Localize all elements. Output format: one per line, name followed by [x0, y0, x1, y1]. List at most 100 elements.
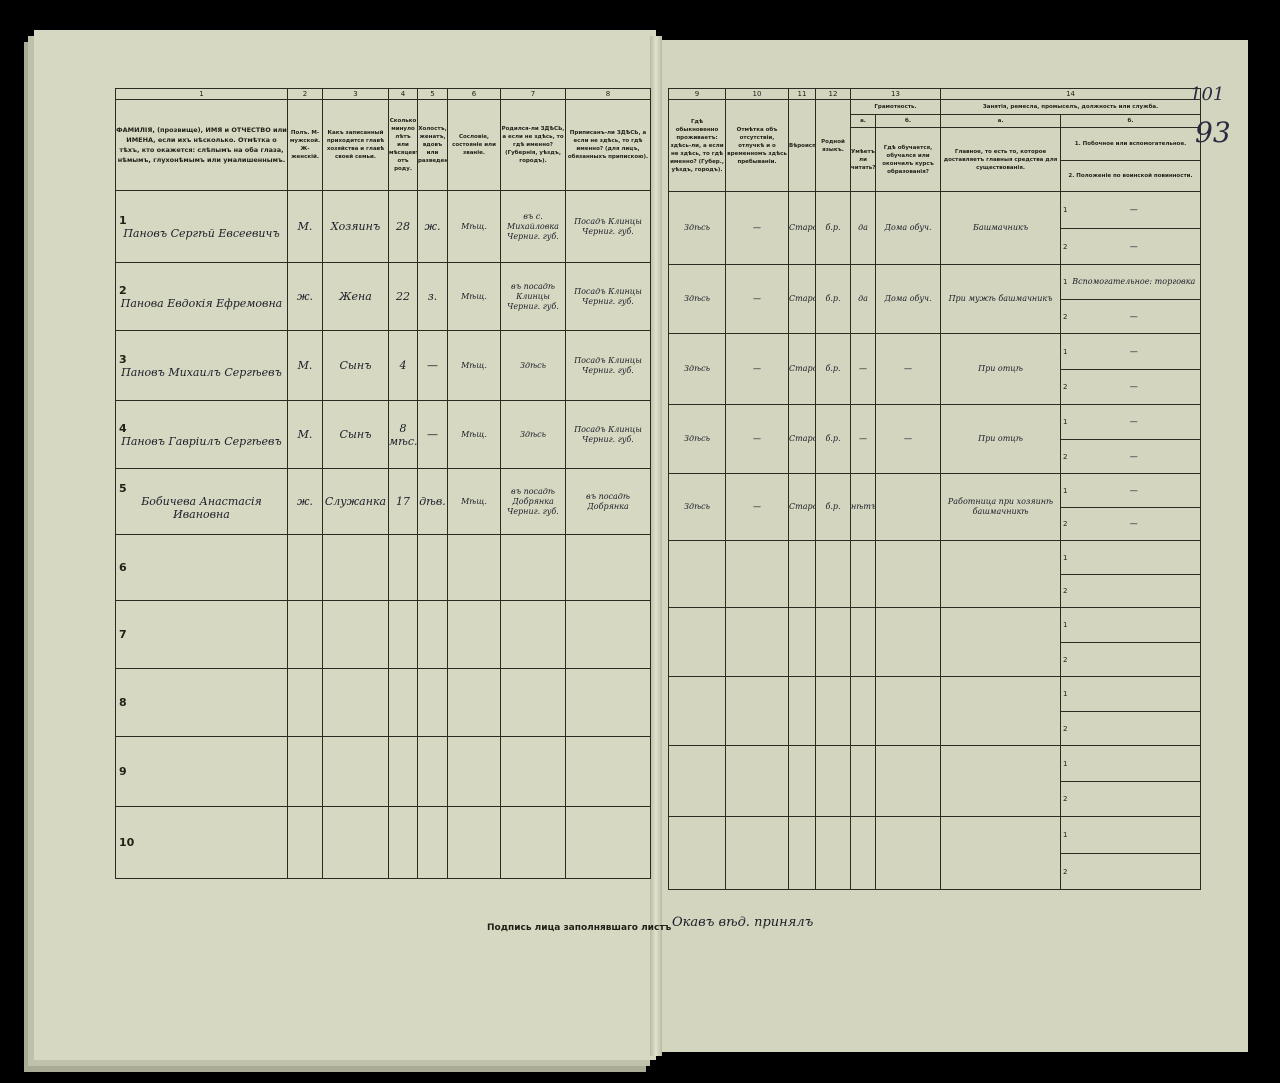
cell-registered: въ посадѣ Добрянка — [586, 491, 630, 511]
col-number: 13 — [849, 88, 942, 100]
cell-residence: Здѣсь — [684, 502, 710, 511]
header-can-read: Умѣетъ-ли читать? — [850, 127, 876, 192]
cell-literate: да — [858, 294, 868, 303]
cell-occupation: При отцѣ — [978, 364, 1023, 373]
column-header: Сословіе, состояніе или званіе. — [447, 99, 501, 191]
row-number: 6 — [119, 561, 127, 574]
cell-military: — — [1129, 382, 1138, 391]
row-number: 7 — [119, 628, 127, 641]
cell-relation: Хозяинъ — [330, 220, 381, 233]
cell-language: б.р. — [825, 364, 841, 373]
cell-registered: Посадъ Клинцы Черниг. губ. — [574, 355, 642, 375]
cell-education: — — [904, 364, 912, 373]
column-header: ФАМИЛІЯ, (прозвище), ИМЯ и ОТЧЕСТВО или … — [115, 99, 288, 191]
cell-name: Бобичева Анастасія Ивановна — [141, 495, 262, 521]
cell-sex: ж. — [296, 290, 313, 303]
col-number: 7 — [500, 88, 566, 100]
table-row: Здѣсь — Старообр. б.р. нѣтъ Работница при хоз… — [668, 473, 1202, 541]
census-table-right: 9 10 11 12 13 14 Гдѣ обыкновенно прожива… — [668, 88, 1202, 890]
cell-registered: Посадъ Клинцы Черниг. губ. — [574, 424, 642, 444]
cell-marital: дѣв. — [419, 495, 446, 508]
cell-occupation: Башмачникъ — [972, 223, 1029, 232]
cell-born: въ посадѣ Клинцы Черниг. губ. — [507, 281, 559, 311]
line-label: 1 — [1063, 690, 1068, 698]
cell-absence: — — [753, 502, 761, 511]
line-label: 1 — [1063, 278, 1068, 286]
col-number: 6 — [447, 88, 501, 100]
col-number: 2 — [287, 88, 323, 100]
cell-literate: — — [859, 364, 867, 373]
cell-literate: да — [858, 223, 868, 232]
header-residence: Гдѣ обыкновенно проживаетъ: здѣсь-ли, а … — [668, 99, 726, 192]
col-number: 11 — [788, 88, 816, 100]
cell-marital: — — [427, 359, 438, 372]
header-side-occupation: 1. Побочное или вспомогательное. — [1074, 141, 1187, 147]
census-table-left: 1 2 3 4 5 6 7 8 ФАМИЛІЯ, (прозвище), ИМЯ и ОТЧЕС… — [115, 88, 651, 879]
page-number: 101 — [1190, 84, 1225, 105]
cell-literate: — — [859, 434, 867, 443]
subheader-a: а. — [940, 114, 1062, 128]
col-number: 4 — [388, 88, 418, 100]
table-row: 2 Панова Евдокія Ефремовна ж. Жена 22 з. Мѣщ. в… — [115, 262, 651, 331]
cell-side-occupation: Вспомогательное: торговка — [1072, 277, 1196, 286]
column-header: Родился-ли ЗДѢСЬ, а если не здѣсь, то гд… — [500, 99, 566, 191]
header-main-occupation: Главное, то есть то, которое доставляетъ… — [940, 127, 1062, 192]
signature-label: Подпись лица заполнявшаго листъ — [487, 923, 672, 933]
cell-occupation: При отцѣ — [978, 434, 1023, 443]
cell-residence: Здѣсь — [684, 364, 710, 373]
cell-age: 8 мѣс. — [389, 421, 418, 448]
cell-name: Панова Евдокія Ефремовна — [120, 296, 283, 310]
cell-age: 17 — [396, 495, 410, 508]
cell-name: Пановъ Гавріилъ Сергѣевъ — [121, 434, 282, 448]
cell-occupation: Работница при хозяинѣ башмачникѣ — [947, 497, 1054, 516]
line-label: 2 — [1063, 383, 1068, 391]
column-header: Какъ записанный приходится главѣ хозяйст… — [322, 99, 389, 191]
line-label: 2 — [1063, 724, 1068, 733]
cell-side-occupation: — — [1129, 205, 1138, 214]
col-number: 12 — [815, 88, 851, 100]
book-spine — [650, 36, 662, 1056]
header-language: Родной языкъ. — [815, 99, 851, 192]
table-row: 5 Бобичева Анастасія Ивановна ж. Служанка 17… — [115, 468, 651, 535]
table-row: Здѣсь — Старообр. б.р. — — При отцѣ 1 — 2 — — [668, 404, 1202, 474]
row-number: 3 — [119, 352, 127, 366]
cell-sex: ж. — [296, 495, 313, 508]
line-label: 2 — [1063, 867, 1068, 876]
cell-side-occupation: — — [1129, 417, 1138, 426]
row-number: 10 — [119, 836, 135, 849]
header-literacy: Грамотность. — [849, 99, 942, 115]
cell-name: Пановъ Сергѣй Евсеевичъ — [123, 226, 280, 240]
cell-military: — — [1129, 519, 1138, 528]
cell-estate: Мѣщ. — [461, 429, 487, 439]
cell-age: 4 — [399, 359, 407, 372]
subheader-a: а. — [850, 114, 876, 128]
line-label: 2 — [1063, 242, 1068, 251]
line-label: 1 — [1063, 621, 1068, 629]
row-number: 1 — [119, 213, 127, 227]
cell-absence: — — [753, 364, 761, 373]
cell-education: Дома обуч. — [884, 294, 932, 303]
table-row: 1 Пановъ Сергѣй Евсеевичъ М. Хозяинъ 28 ж. Мѣщ… — [115, 190, 651, 263]
table-row: Здѣсь — Старообрядецъ б.р. да Дома обуч. Башма… — [668, 191, 1202, 265]
cell-marital: з. — [427, 290, 438, 303]
table-row: 8 — [115, 668, 651, 737]
col-number: 9 — [668, 88, 726, 100]
cell-literate: нѣтъ — [851, 502, 876, 511]
table-row: 9 — [115, 736, 651, 807]
line-label: 1 — [1063, 759, 1068, 768]
line-label: 1 — [1063, 831, 1068, 839]
subheader-b: б. — [874, 114, 942, 128]
col-number: 10 — [725, 88, 789, 100]
header-occupation: Занятія, ремесла, промыселъ, должность и… — [940, 99, 1202, 115]
cell-religion: Старообр. — [789, 434, 815, 443]
cell-registered: Посадъ Клинцы Черниг. губ. — [574, 286, 642, 306]
line-label: 2 — [1063, 655, 1068, 664]
row-number: 2 — [119, 283, 127, 297]
cell-relation: Сынъ — [339, 428, 372, 441]
cell-residence: Здѣсь — [684, 294, 710, 303]
